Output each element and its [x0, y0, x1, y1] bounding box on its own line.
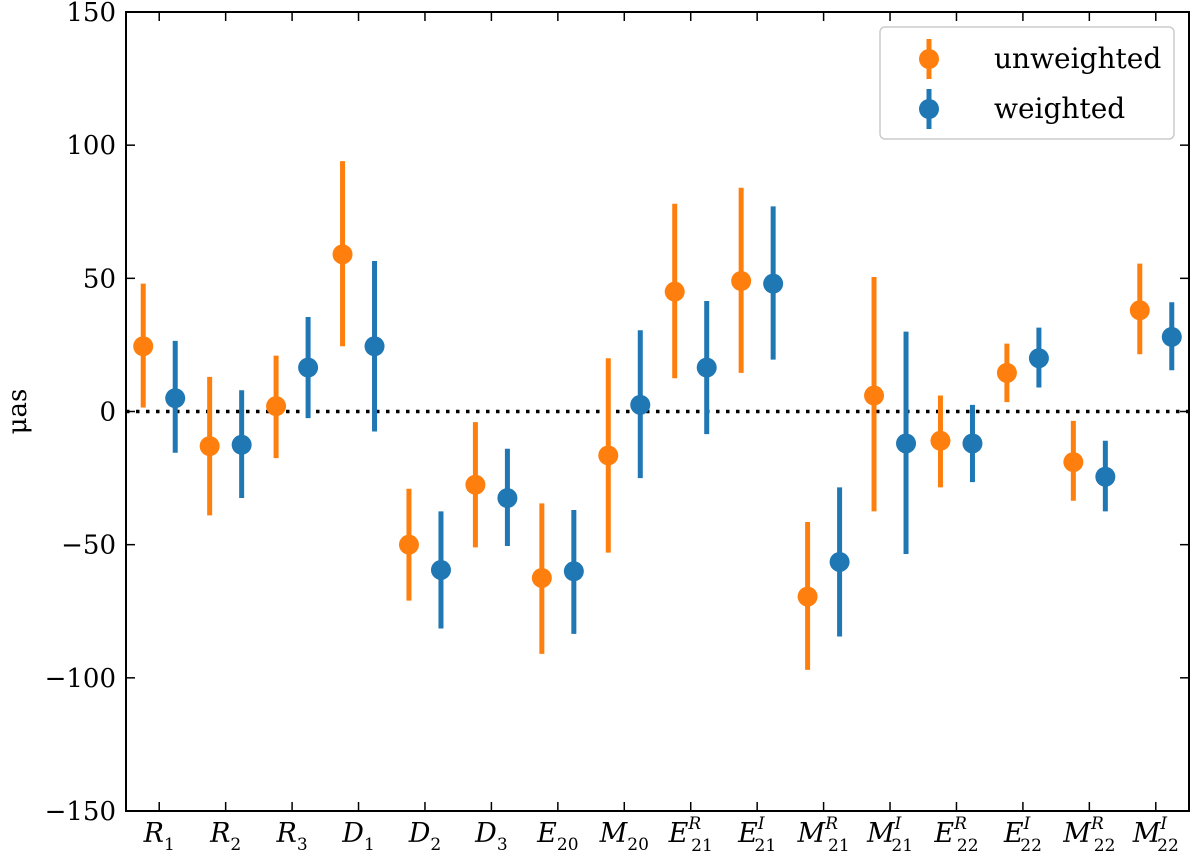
- legend-weighted-marker: [919, 99, 939, 119]
- weighted-point: [896, 433, 917, 454]
- weighted-point: [231, 434, 252, 455]
- unweighted-point: [664, 281, 685, 302]
- unweighted-point: [332, 244, 353, 265]
- x-tick-label: MI 21: [866, 814, 913, 856]
- unweighted-point: [133, 336, 154, 357]
- weighted-point: [1161, 326, 1182, 347]
- weighted-point: [763, 273, 784, 294]
- unweighted-point: [398, 534, 419, 555]
- unweighted-point: [797, 586, 818, 607]
- x-tick-label: D3: [474, 818, 507, 855]
- x-tick-label: MR 21: [797, 814, 850, 856]
- weighted-point: [1028, 348, 1049, 369]
- y-tick-label: −50: [61, 531, 116, 561]
- unweighted-point: [930, 430, 951, 451]
- x-tick-label: MI 22: [1132, 814, 1179, 856]
- unweighted-point: [731, 270, 752, 291]
- legend: unweighted weighted: [879, 26, 1175, 140]
- weighted-point: [962, 433, 983, 454]
- unweighted-point: [465, 474, 486, 495]
- x-tick-label: R3: [276, 818, 308, 855]
- y-tick-label: 150: [66, 0, 116, 28]
- unweighted-point: [199, 436, 220, 457]
- y-tick-label: 0: [99, 398, 116, 428]
- legend-box: [879, 26, 1175, 140]
- x-tick-label: R1: [143, 818, 175, 855]
- legend-unweighted-marker: [919, 49, 939, 69]
- x-tick-label: D2: [408, 818, 441, 855]
- weighted-point: [696, 357, 717, 378]
- x-tick-label: M20: [599, 818, 649, 855]
- y-tick-label: −100: [45, 664, 116, 694]
- weighted-point: [1095, 466, 1116, 487]
- weighted-point: [364, 336, 385, 357]
- x-tick-label: D1: [341, 818, 374, 855]
- y-tick-label: 50: [83, 264, 116, 294]
- unweighted-point: [996, 362, 1017, 383]
- legend-weighted-label: weighted: [994, 92, 1125, 125]
- x-tick-label: ER 21: [668, 814, 713, 856]
- weighted-point: [165, 388, 186, 409]
- legend-unweighted-label: unweighted: [994, 42, 1161, 75]
- unweighted-point: [1129, 300, 1150, 321]
- y-tick-label: 100: [66, 131, 116, 161]
- weighted-point: [430, 559, 451, 580]
- weighted-point: [630, 394, 651, 415]
- x-tick-label: E20: [536, 818, 578, 855]
- weighted-point: [497, 488, 518, 509]
- y-tick-label: −150: [45, 797, 116, 827]
- x-tick-label: MR 22: [1062, 814, 1115, 856]
- x-tick-label: R2: [209, 818, 241, 855]
- unweighted-point: [864, 385, 885, 406]
- x-tick-label: ER 22: [933, 814, 978, 856]
- unweighted-point: [531, 567, 552, 588]
- weighted-point: [298, 357, 319, 378]
- y-axis-label: μas: [3, 389, 33, 435]
- weighted-point: [829, 551, 850, 572]
- unweighted-point: [266, 396, 287, 417]
- unweighted-point: [1063, 452, 1084, 473]
- x-tick-label: EI 22: [1003, 814, 1042, 856]
- x-tick-label: EI 21: [737, 814, 776, 856]
- weighted-point: [563, 561, 584, 582]
- unweighted-point: [598, 445, 619, 466]
